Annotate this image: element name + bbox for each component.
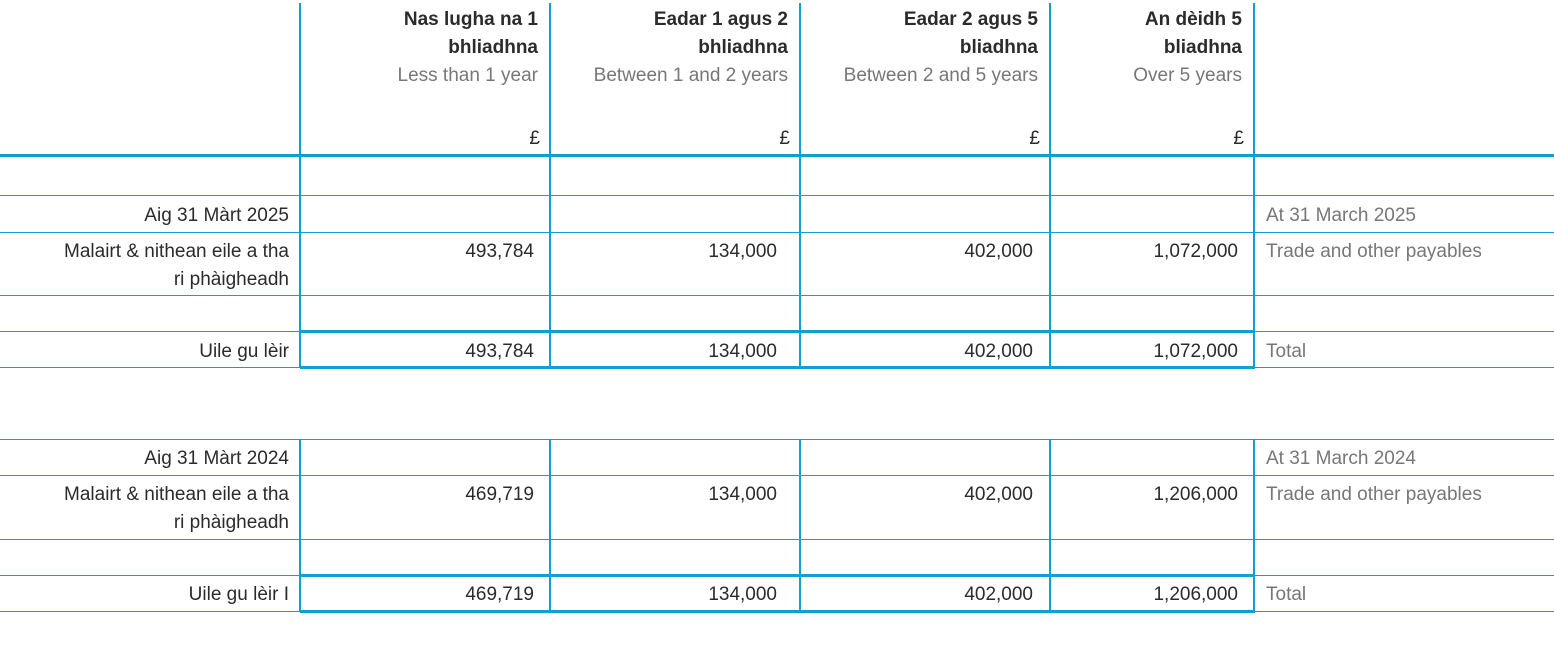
column-divider (549, 439, 551, 612)
cell-value: 1,072,000 (1153, 241, 1238, 262)
total-bottom-rule (300, 366, 1255, 369)
row-rule (0, 439, 1554, 440)
row-label-line: ri phàigheadh (173, 269, 289, 290)
row-label-english: Total (1266, 584, 1307, 605)
row-rule (0, 367, 300, 368)
column-header-over-5-years: An dèidh 5 bliadhna Over 5 years (1050, 6, 1242, 90)
column-divider (1253, 439, 1255, 612)
column-header-gaelic: bliadhna (1163, 37, 1242, 58)
cell-value: 134,000 (708, 241, 777, 262)
column-header-gaelic: Eadar 1 agus 2 (653, 9, 788, 30)
row-label-english: Trade and other payables (1266, 484, 1482, 505)
row-rule (0, 611, 300, 612)
cell-value: 402,000 (964, 584, 1033, 605)
row-label-english: At 31 March 2024 (1266, 448, 1416, 469)
column-header-english: Between 2 and 5 years (843, 65, 1038, 86)
cell-value: 402,000 (964, 484, 1033, 505)
cell-value: 1,206,000 (1153, 584, 1238, 605)
row-label-line: ri phàigheadh (173, 512, 289, 533)
row-rule (0, 295, 1554, 296)
cell-value: 402,000 (964, 341, 1033, 362)
total-rule (300, 330, 1255, 333)
row-rule (1255, 331, 1554, 332)
column-divider (799, 439, 801, 612)
row-rule (0, 195, 1554, 196)
column-divider (799, 3, 801, 368)
column-divider (299, 3, 301, 368)
row-label-line: Malairt & nithean eile a tha (64, 241, 289, 262)
row-label-gaelic: Aig 31 Màrt 2024 (144, 448, 289, 469)
currency-unit: £ (529, 128, 540, 149)
column-divider (299, 439, 301, 612)
column-header-english: Less than 1 year (397, 65, 538, 86)
row-label-gaelic: Aig 31 Màrt 2025 (144, 205, 289, 226)
currency-unit: £ (1029, 128, 1040, 149)
currency-unit: £ (1233, 128, 1244, 149)
column-header-gaelic: Nas lugha na 1 (403, 9, 538, 30)
column-header-1-to-2-years: Eadar 1 agus 2 bhliadhna Between 1 and 2… (550, 6, 788, 90)
cell-value: 134,000 (708, 584, 777, 605)
cell-value: 134,000 (708, 484, 777, 505)
column-divider (549, 3, 551, 368)
row-rule (1255, 575, 1554, 576)
row-rule (0, 539, 1554, 540)
total-bottom-rule (300, 610, 1255, 613)
total-rule (300, 574, 1255, 577)
column-header-gaelic: bhliadhna (448, 37, 538, 58)
row-rule (0, 232, 1554, 233)
row-rule (1255, 611, 1554, 612)
column-header-less-than-1-year: Nas lugha na 1 bhliadhna Less than 1 yea… (300, 6, 538, 90)
column-divider (1049, 439, 1051, 612)
column-divider (1253, 3, 1255, 368)
row-rule (0, 575, 300, 576)
row-label-gaelic: Malairt & nithean eile a tha ri phàighea… (0, 481, 289, 537)
column-header-gaelic: An dèidh 5 (1144, 9, 1242, 30)
column-header-gaelic: Eadar 2 agus 5 (903, 9, 1038, 30)
column-header-gaelic: bhliadhna (698, 37, 788, 58)
row-rule (0, 475, 1554, 476)
row-label-gaelic: Malairt & nithean eile a tha ri phàighea… (0, 238, 289, 294)
header-rule (0, 154, 1554, 157)
column-header-english: Between 1 and 2 years (593, 65, 788, 86)
cell-value: 1,072,000 (1153, 341, 1238, 362)
row-rule (1255, 367, 1554, 368)
row-rule (0, 331, 300, 332)
row-label-english: At 31 March 2025 (1266, 205, 1416, 226)
currency-unit: £ (779, 128, 790, 149)
cell-value: 134,000 (708, 341, 777, 362)
row-label-line: Malairt & nithean eile a tha (64, 484, 289, 505)
cell-value: 469,719 (465, 484, 534, 505)
column-header-gaelic: bliadhna (959, 37, 1038, 58)
cell-value: 469,719 (465, 584, 534, 605)
cell-value: 402,000 (964, 241, 1033, 262)
row-label-english: Total (1266, 341, 1307, 362)
cell-value: 493,784 (465, 241, 534, 262)
column-divider (1049, 3, 1051, 368)
column-header-2-to-5-years: Eadar 2 agus 5 bliadhna Between 2 and 5 … (800, 6, 1038, 90)
column-header-english: Over 5 years (1133, 65, 1242, 86)
cell-value: 1,206,000 (1153, 484, 1238, 505)
row-label-gaelic: Uile gu lèir I (188, 584, 289, 605)
row-label-english: Trade and other payables (1266, 241, 1482, 262)
cell-value: 493,784 (465, 341, 534, 362)
row-label-gaelic: Uile gu lèir (199, 341, 289, 362)
